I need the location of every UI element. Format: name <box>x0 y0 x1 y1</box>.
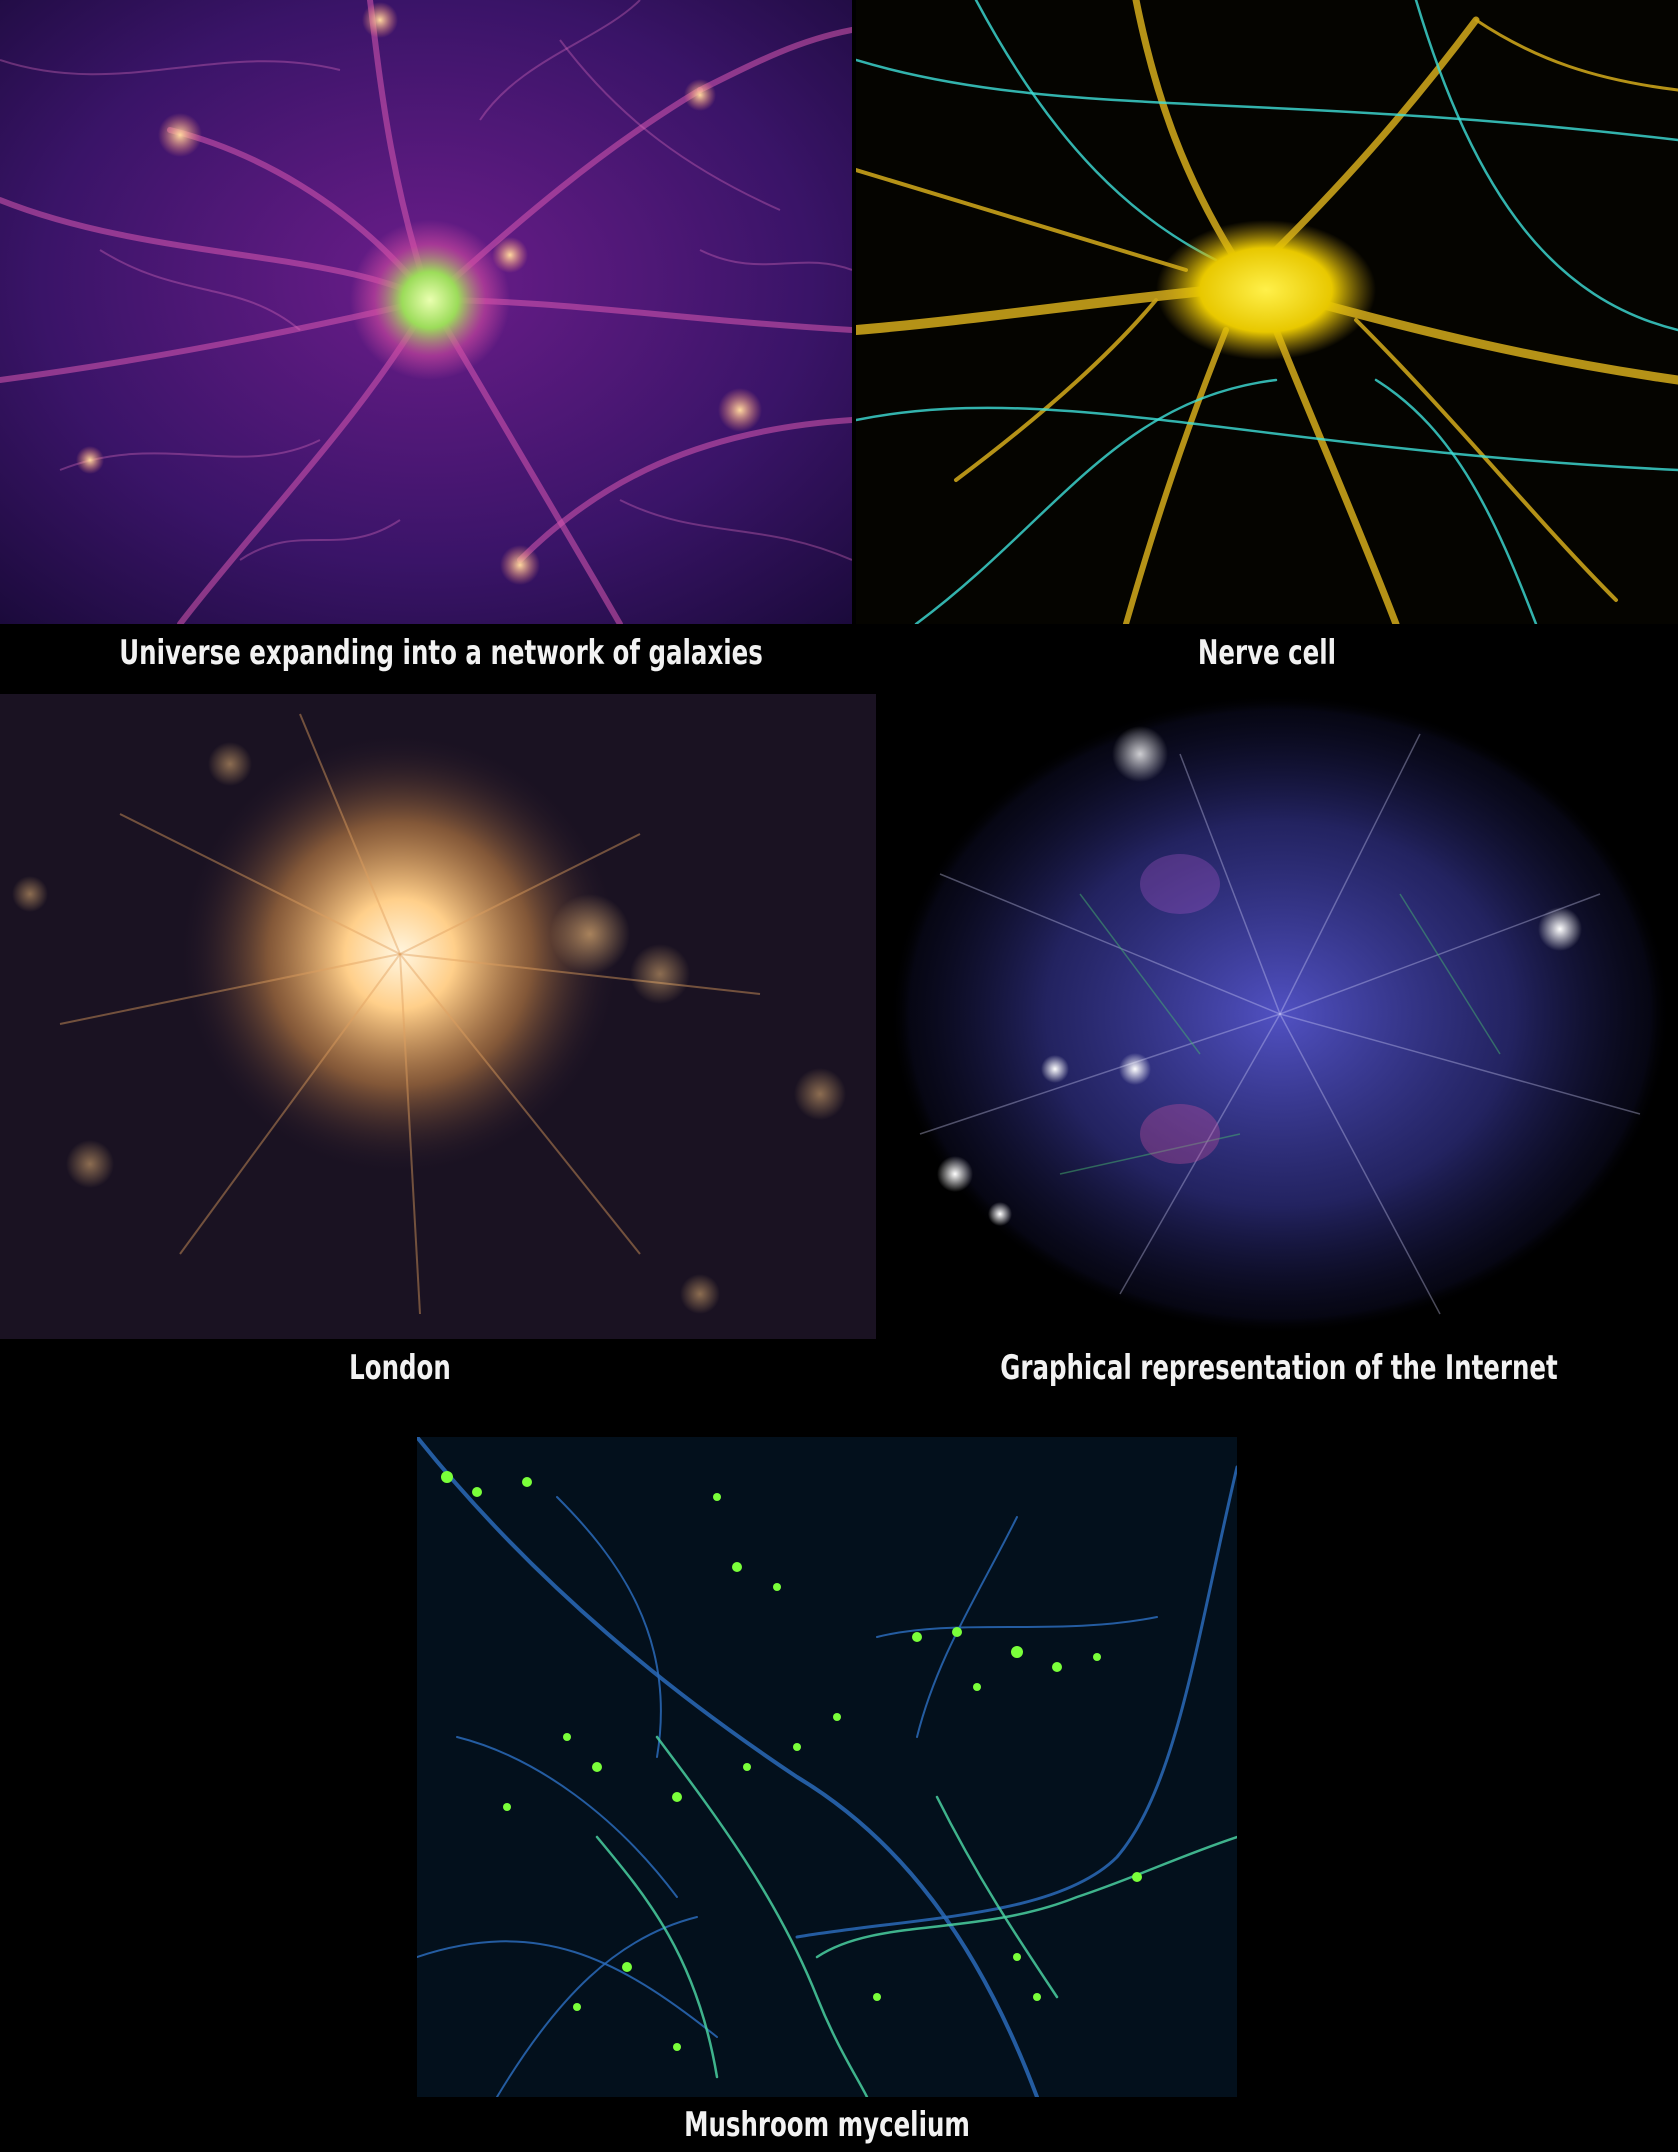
universe-illustration <box>0 0 852 624</box>
nerve-cell-caption: Nerve cell <box>1197 633 1337 673</box>
nerve-cell-illustration <box>856 0 1678 624</box>
mycelium-image <box>417 1437 1237 2097</box>
mycelium-caption: Mushroom mycelium <box>684 2105 970 2145</box>
internet-illustration <box>880 694 1678 1339</box>
internet-caption: Graphical representation of the Internet <box>1000 1348 1558 1388</box>
universe-image <box>0 0 852 624</box>
london-caption: London <box>349 1348 451 1388</box>
london-image <box>0 694 876 1339</box>
mycelium-illustration <box>417 1437 1237 2097</box>
internet-image <box>880 694 1678 1339</box>
universe-caption: Universe expanding into a network of gal… <box>119 633 763 673</box>
nerve-cell-image <box>856 0 1678 624</box>
london-illustration <box>0 694 876 1339</box>
